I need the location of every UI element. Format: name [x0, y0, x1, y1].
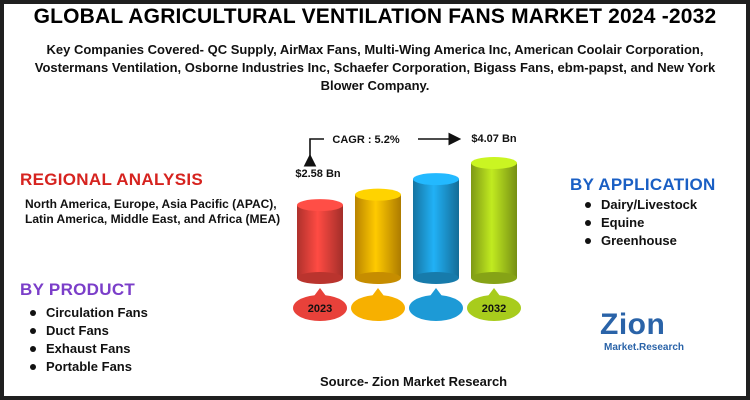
bar-base	[413, 272, 459, 284]
bar-body	[355, 194, 401, 278]
application-item-label: Greenhouse	[601, 233, 677, 248]
product-item-label: Duct Fans	[46, 323, 109, 338]
value-label-2032: $4.07 Bn	[471, 133, 517, 145]
bar-top	[355, 188, 401, 201]
market-growth-chart: 2023 2032 $2.58 Bn $4.07 Bn CAGR : 5.2%	[293, 132, 521, 321]
page-title: GLOBAL AGRICULTURAL VENTILATION FANS MAR…	[33, 5, 717, 28]
list-item: Circulation Fans	[30, 304, 148, 322]
bar-body	[413, 179, 459, 278]
year-marker-pointer	[430, 288, 442, 296]
list-item: Exhaust Fans	[30, 340, 148, 358]
value-label-2023: $2.58 Bn	[295, 168, 341, 180]
year-label: 2023	[308, 303, 332, 315]
list-item: Portable Fans	[30, 358, 148, 376]
list-item: Dairy/Livestock	[585, 196, 697, 214]
bullet-icon	[585, 220, 591, 226]
year-label: 2032	[482, 303, 506, 315]
bullet-icon	[585, 238, 591, 244]
bar-base	[297, 272, 343, 284]
product-item-label: Exhaust Fans	[46, 341, 131, 356]
product-list: Circulation Fans Duct Fans Exhaust Fans …	[30, 304, 148, 376]
bullet-icon	[585, 202, 591, 208]
product-item-label: Circulation Fans	[46, 305, 148, 320]
year-marker	[351, 295, 405, 321]
bar-base	[471, 272, 517, 284]
bar-top	[297, 199, 343, 212]
bullet-icon	[30, 310, 36, 316]
by-product-heading: BY PRODUCT	[20, 280, 136, 299]
bar-top	[471, 157, 517, 169]
year-marker-pointer	[372, 288, 384, 296]
list-item: Greenhouse	[585, 232, 697, 250]
zion-logo: Zion Market.Research	[600, 308, 700, 353]
regional-analysis-heading: REGIONAL ANALYSIS	[20, 170, 204, 189]
logo-wordmark: Zion	[600, 308, 666, 341]
bar-body	[471, 163, 517, 278]
year-marker	[293, 295, 347, 321]
by-application-heading: BY APPLICATION	[570, 175, 716, 194]
cagr-arrow-left	[303, 138, 324, 167]
product-item-label: Portable Fans	[46, 359, 132, 374]
bullet-icon	[30, 328, 36, 334]
list-item: Duct Fans	[30, 322, 148, 340]
application-item-label: Dairy/Livestock	[601, 197, 698, 212]
year-marker-pointer	[314, 288, 326, 296]
year-marker	[409, 295, 463, 321]
bullet-icon	[30, 364, 36, 370]
bar-body	[297, 205, 343, 278]
key-companies-text: Key Companies Covered- QC Supply, AirMax…	[34, 42, 716, 93]
bar-base	[355, 272, 401, 284]
year-marker-pointer	[488, 288, 500, 296]
year-marker	[467, 295, 521, 321]
application-item-label: Equine	[601, 215, 645, 230]
list-item: Equine	[585, 214, 697, 232]
regional-analysis-text: North America, Europe, Asia Pacific (APA…	[25, 197, 281, 226]
bullet-icon	[30, 346, 36, 352]
logo-subtext: Market.Research	[604, 342, 685, 353]
source-note: Source- Zion Market Research	[320, 374, 508, 389]
bar-top	[413, 173, 459, 186]
application-list: Dairy/Livestock Equine Greenhouse	[585, 196, 697, 250]
cagr-label: CAGR : 5.2%	[332, 134, 399, 146]
